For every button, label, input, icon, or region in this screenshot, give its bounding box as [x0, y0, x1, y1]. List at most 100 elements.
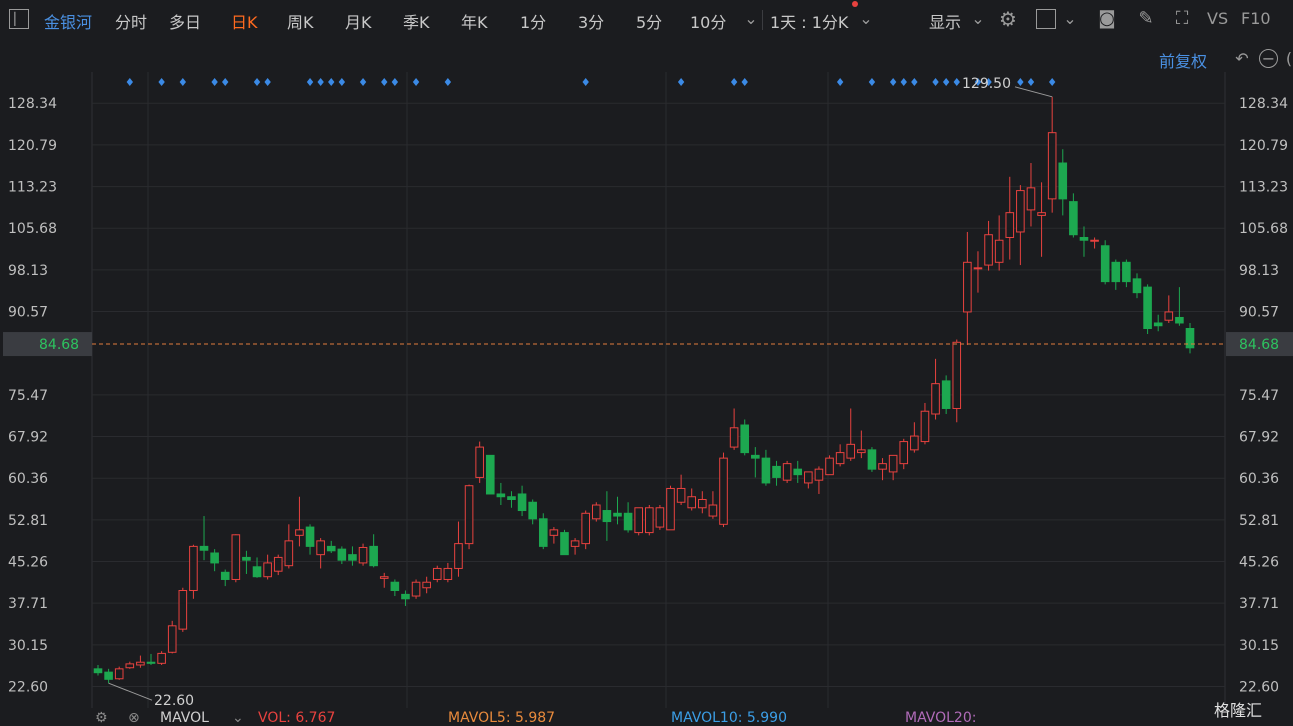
candle-body	[1164, 311, 1174, 321]
volume-close-icon[interactable]: ⊗	[128, 710, 140, 726]
f10-button[interactable]: F10	[1241, 9, 1271, 28]
volume-settings-icon[interactable]: ⚙	[95, 710, 108, 726]
pencil-icon[interactable]: ✎	[1138, 8, 1154, 29]
divider	[762, 10, 763, 30]
period-select-chevron-icon[interactable]: ⌄	[859, 9, 873, 28]
settings-gear-icon[interactable]: ⚙	[999, 7, 1017, 31]
candle-body	[284, 540, 294, 567]
event-marker	[974, 78, 982, 86]
candle-body	[645, 507, 654, 534]
candle-body	[1079, 236, 1089, 241]
candle-body	[782, 463, 792, 481]
event-marker	[412, 78, 420, 86]
tab-duori[interactable]: 多日	[169, 13, 202, 32]
y-tick-label-left: 30.15	[8, 638, 48, 654]
tab-year-k[interactable]: 年K	[461, 13, 488, 32]
square-dropdown-icon[interactable]	[1036, 9, 1056, 29]
candle-body	[337, 548, 347, 561]
candle	[941, 375, 951, 414]
plus-circle-icon[interactable]: (	[1285, 49, 1293, 68]
candle	[952, 339, 962, 423]
adjust-mode-select[interactable]: 前复权	[1159, 52, 1208, 71]
tab-5min[interactable]: 5分	[636, 13, 663, 32]
candle-body	[655, 507, 665, 528]
last-price-label-right: 84.68	[1239, 337, 1279, 353]
candle	[729, 408, 739, 450]
square-dropdown-chevron-icon[interactable]: ⌄	[1063, 9, 1077, 28]
mavol-chevron-icon[interactable]: ⌄	[232, 710, 244, 726]
candle-body	[464, 485, 474, 545]
candle	[666, 485, 675, 531]
display-chevron-icon[interactable]: ⌄	[971, 9, 985, 28]
candle	[114, 666, 124, 680]
y-tick-label-left: 128.34	[8, 96, 57, 112]
event-marker	[158, 78, 165, 86]
candle	[804, 471, 813, 489]
more-periods-chevron-icon[interactable]: ⌄	[744, 9, 758, 28]
candle-body	[1090, 239, 1099, 242]
candle-body	[422, 581, 431, 589]
candle	[125, 661, 135, 669]
event-marker	[338, 78, 346, 86]
tab-1min[interactable]: 1分	[520, 13, 547, 32]
candle-body	[591, 504, 601, 520]
candle	[570, 538, 580, 555]
candle	[295, 496, 304, 547]
event-marker	[179, 78, 187, 86]
candles[interactable]	[93, 96, 1195, 684]
candle-body	[231, 534, 241, 580]
tab-week-k[interactable]: 周K	[287, 13, 314, 32]
candle	[432, 565, 442, 583]
candle	[178, 587, 188, 632]
mavol-label[interactable]: MAVOL	[160, 710, 209, 726]
tab-fenshi[interactable]: 分时	[115, 13, 148, 32]
notification-dot	[852, 1, 858, 7]
candle-body	[751, 454, 760, 459]
candle	[560, 529, 569, 556]
camera-icon[interactable]: ◙	[1098, 8, 1116, 29]
candle	[846, 408, 856, 461]
candle	[634, 507, 643, 536]
stock-name[interactable]: 金银河	[44, 13, 93, 32]
y-tick-label-left: 37.71	[8, 596, 48, 612]
candle-body	[220, 571, 230, 580]
candle	[793, 460, 803, 483]
candle	[167, 620, 177, 654]
candle-body	[549, 529, 559, 536]
y-tick-label-left: 60.36	[8, 471, 48, 487]
y-tick-label-left: 113.23	[8, 180, 57, 196]
display-menu[interactable]: 显示	[929, 13, 962, 32]
tab-day-k[interactable]: 日K	[231, 13, 258, 32]
y-tick-label-left: 52.81	[8, 513, 48, 529]
candle	[1026, 163, 1036, 227]
minus-circle-icon[interactable]: −	[1259, 49, 1278, 68]
fullscreen-icon[interactable]: ⛶	[1175, 8, 1189, 29]
candle-body	[348, 554, 357, 561]
tab-3min[interactable]: 3分	[578, 13, 605, 32]
candle-body	[114, 668, 124, 680]
candle-body	[1069, 201, 1078, 236]
y-tick-label-right: 22.60	[1239, 679, 1279, 695]
candle-body	[1100, 245, 1110, 283]
candle	[878, 458, 887, 481]
high-pointer-line	[1014, 86, 1053, 98]
period-select[interactable]: 1天 : 1分K	[770, 13, 849, 32]
event-marker	[932, 78, 939, 86]
panel-toggle-icon[interactable]: ▏	[9, 9, 29, 29]
tab-month-k[interactable]: 月K	[345, 13, 372, 32]
vs-button[interactable]: VS	[1207, 9, 1229, 28]
tab-10min[interactable]: 10分	[690, 13, 727, 32]
candle	[337, 546, 347, 565]
candle-body	[772, 465, 781, 478]
y-tick-label-right: 90.57	[1239, 305, 1279, 321]
event-marker	[328, 78, 335, 86]
undo-icon[interactable]: ↶	[1235, 49, 1249, 68]
candle	[719, 452, 728, 528]
candle-body	[719, 457, 728, 525]
candle	[1037, 182, 1046, 257]
candle	[857, 430, 866, 459]
candle	[422, 576, 431, 594]
tab-season-k[interactable]: 季K	[403, 13, 430, 32]
candle	[443, 562, 453, 583]
